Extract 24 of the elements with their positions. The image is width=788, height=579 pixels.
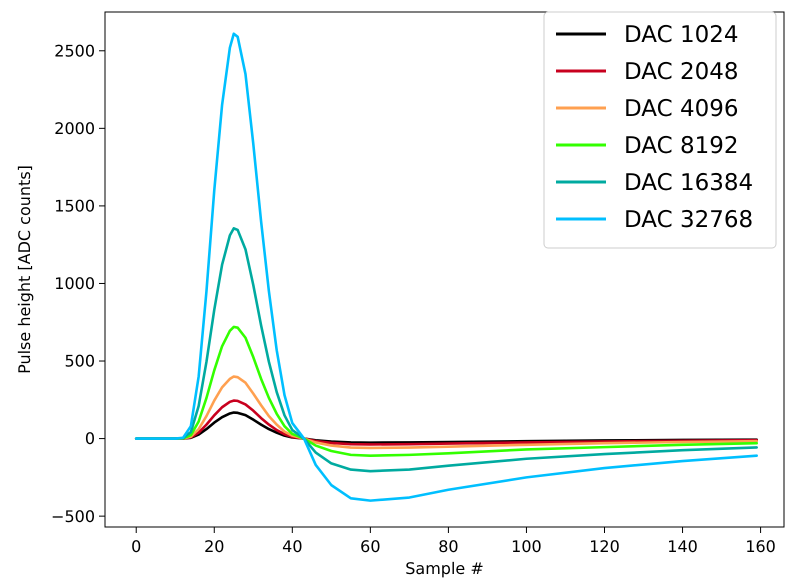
legend-label: DAC 16384 — [624, 170, 754, 196]
y-tick-label: 1500 — [54, 196, 95, 216]
y-tick-label: 0 — [84, 429, 95, 448]
y-tick-label: 2500 — [54, 41, 95, 60]
legend-label: DAC 8192 — [624, 133, 739, 159]
y-tick-label: 2000 — [54, 118, 95, 138]
x-tick-label: 120 — [589, 537, 620, 556]
legend-label: DAC 2048 — [624, 59, 739, 85]
x-tick-label: 160 — [745, 537, 776, 556]
x-tick-label: 80 — [438, 537, 459, 556]
y-tick-label: −500 — [51, 506, 95, 526]
y-axis-title: Pulse height [ADC counts] — [15, 165, 34, 374]
x-tick-label: 140 — [667, 537, 698, 556]
x-axis-title: Sample # — [405, 559, 484, 578]
legend-label: DAC 4096 — [624, 96, 739, 122]
legend-label: DAC 1024 — [624, 22, 739, 48]
x-tick-label: 60 — [360, 537, 381, 556]
x-tick-label: 100 — [511, 537, 542, 556]
y-tick-label: 1000 — [54, 274, 95, 294]
x-tick-label: 0 — [131, 537, 142, 556]
y-tick-label: 500 — [64, 352, 95, 371]
x-tick-label: 40 — [282, 537, 302, 556]
legend-label: DAC 32768 — [624, 207, 754, 233]
x-tick-label: 20 — [204, 537, 224, 556]
